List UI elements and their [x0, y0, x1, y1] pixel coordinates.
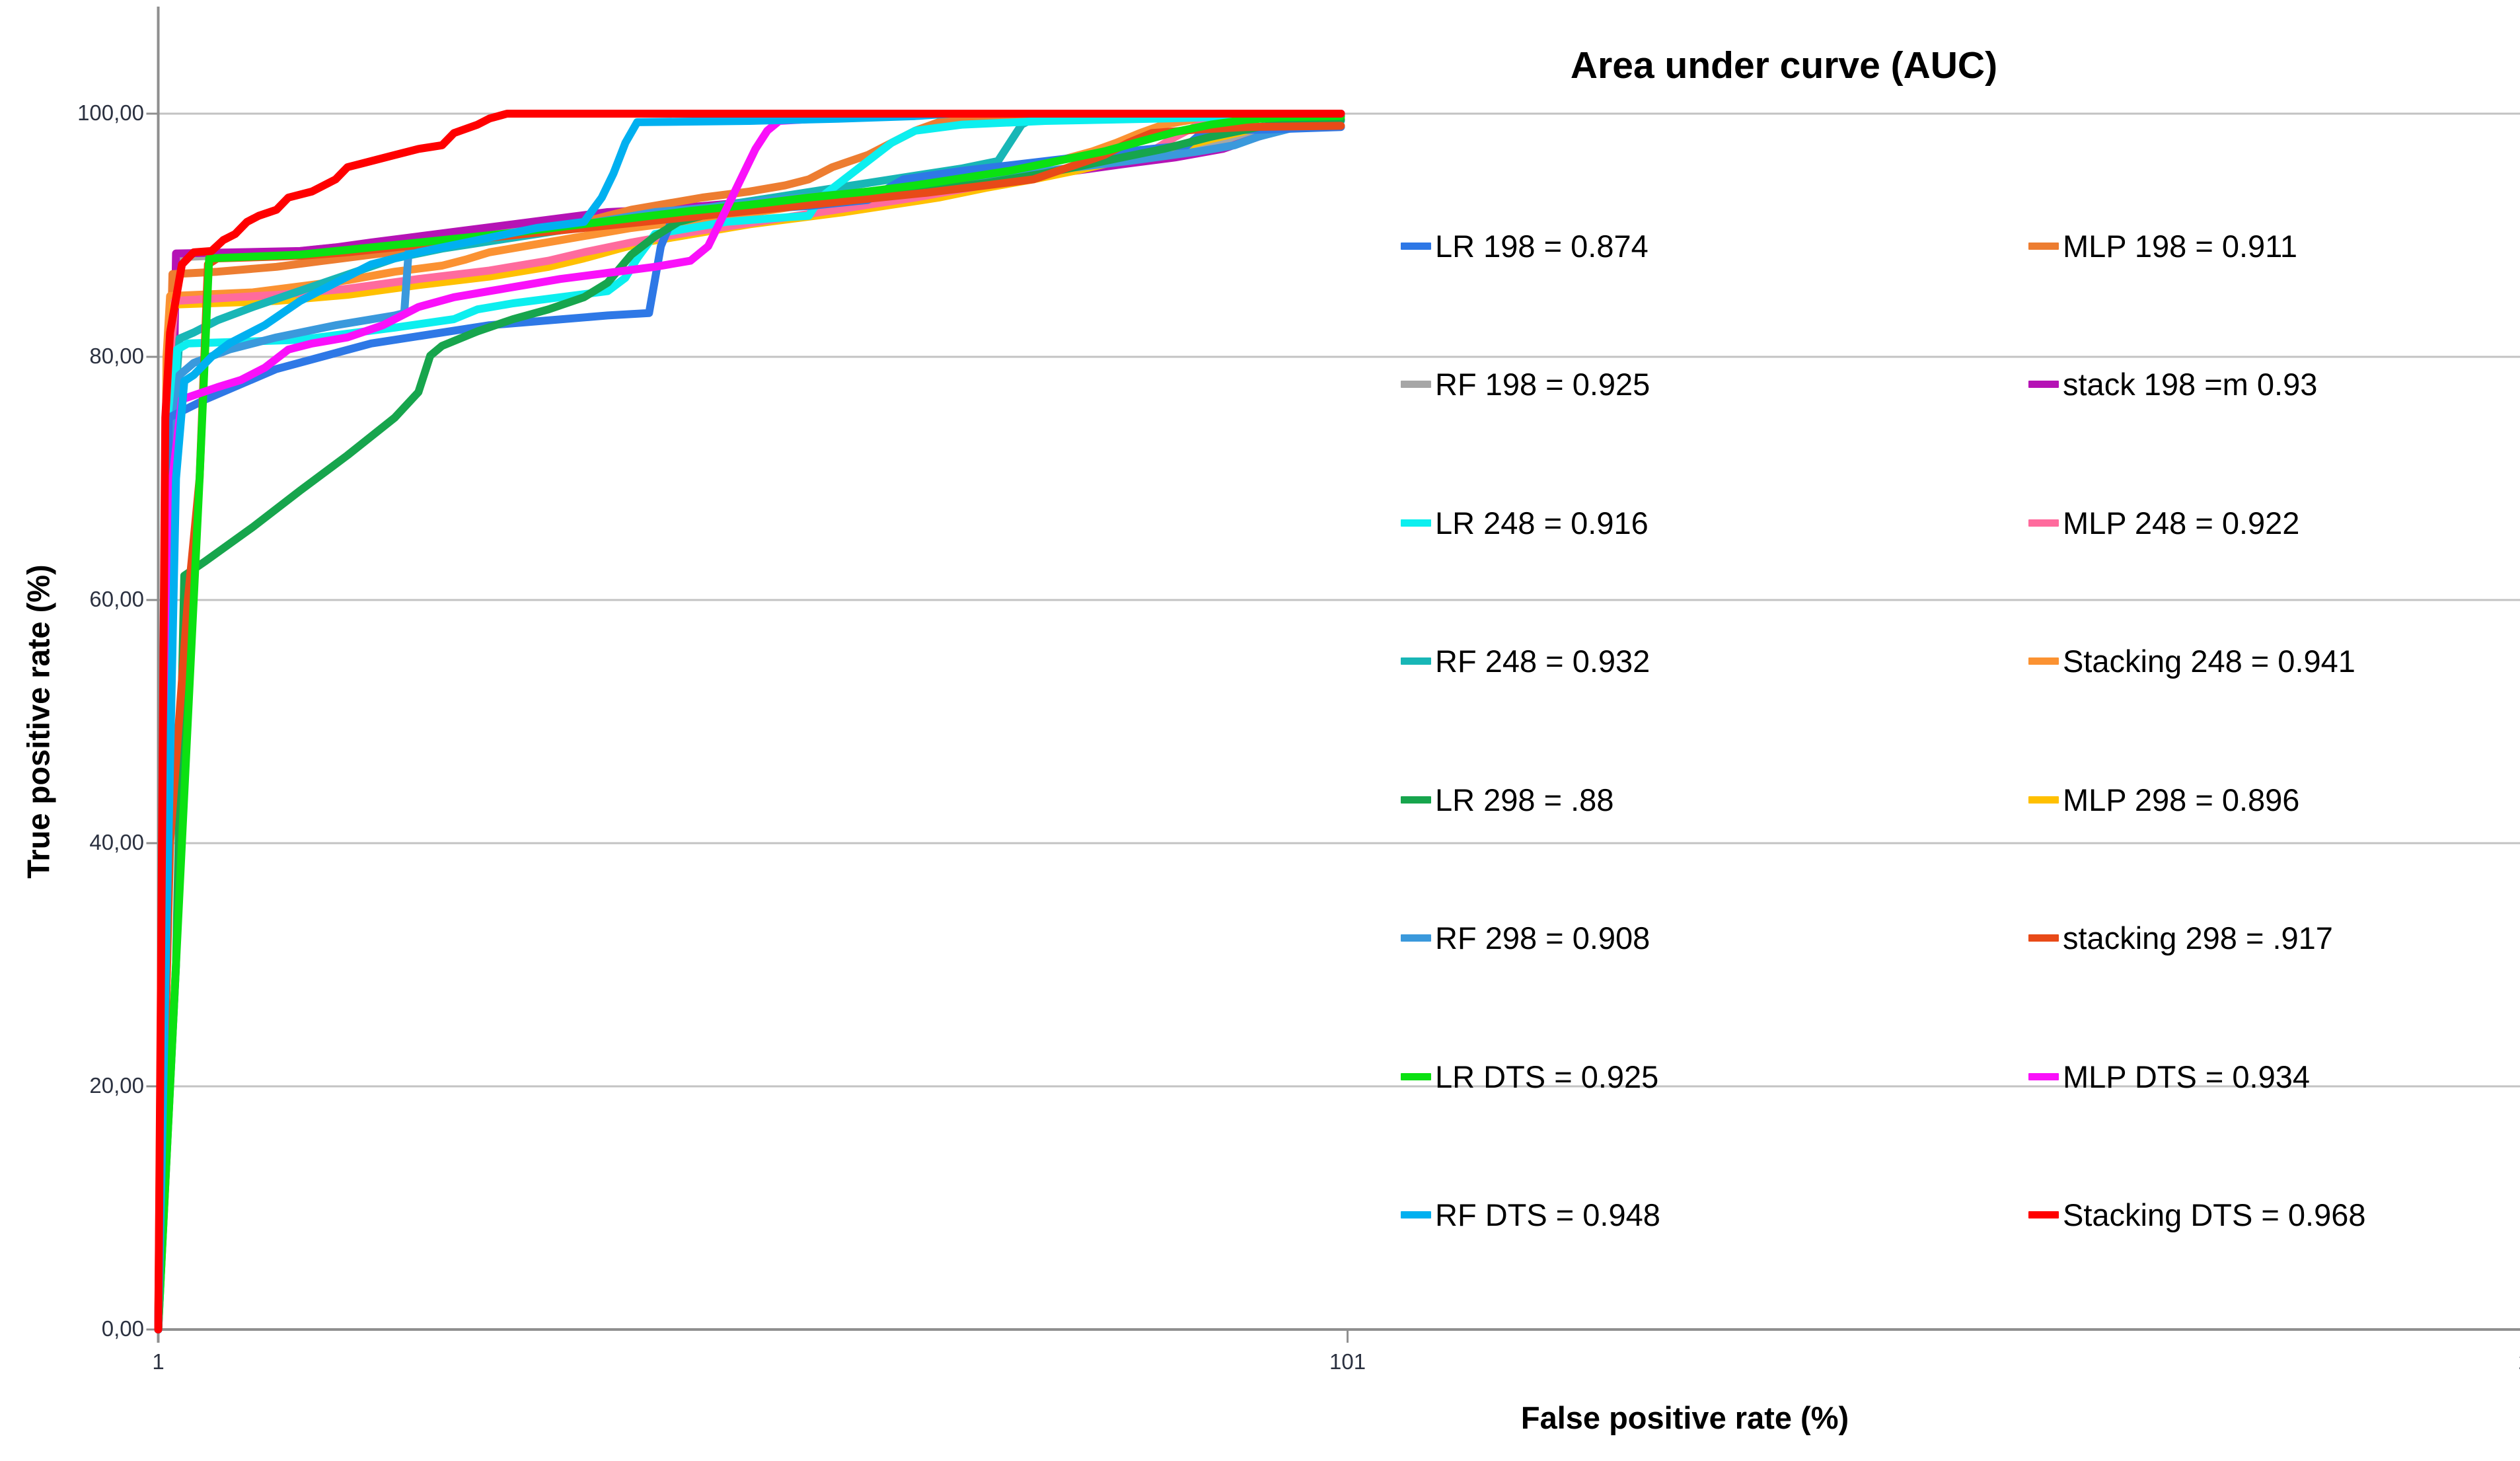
legend-item-lrdts: LR DTS = 0.925 [1401, 1010, 1995, 1143]
curve-lrdts [154, 112, 1345, 1333]
legend-item-stacking248: Stacking 248 = 0.941 [2028, 595, 2520, 728]
curve-rfdts [154, 110, 1345, 1333]
legend-label: RF 198 = 0.925 [1435, 367, 1650, 402]
legend-swatch-lr298 [1401, 796, 1431, 804]
y-tick-label: 60,00 [89, 587, 144, 611]
legend-row: LR 298 = .88 MLP 298 = 0.896 [1388, 733, 2520, 866]
curve-stackingdts [154, 110, 1345, 1333]
x-tick-label: 101 [1329, 1349, 1366, 1374]
curve-stacking298 [154, 122, 1345, 1333]
legend-row: RF 298 = 0.908 stacking 298 = .917 [1388, 872, 2520, 1004]
legend-label: MLP 248 = 0.922 [2063, 505, 2300, 541]
legend-swatch-mlpdts [2028, 1072, 2059, 1080]
legend-item-rfdts: RF DTS = 0.948 [1401, 1149, 1995, 1281]
legend-swatch-stacking248 [2028, 657, 2059, 665]
x-axis-title: False positive rate (%) [1520, 1400, 1849, 1435]
curve-mlpdts [154, 110, 1345, 1333]
legend-swatch-mlp198 [2028, 242, 2059, 250]
legend-label: LR 248 = 0.916 [1435, 505, 1649, 541]
curve-rf198 [154, 114, 1345, 1333]
legend-item-stacking298: stacking 298 = .917 [2028, 872, 2520, 1004]
legend-item-rf298: RF 298 = 0.908 [1401, 872, 1995, 1004]
legend-item-lr298: LR 298 = .88 [1401, 733, 1995, 866]
x-tick-label: 201 [2490, 1349, 2520, 1374]
legend-item-rf198: RF 198 = 0.925 [1401, 318, 1995, 451]
legend-swatch-lrdts [1401, 1072, 1431, 1080]
legend-label: RF 298 = 0.908 [1435, 920, 1650, 955]
y-tick-label: 100,00 [77, 100, 144, 125]
legend-label: MLP 198 = 0.911 [2063, 228, 2297, 264]
legend-label: RF 248 = 0.932 [1435, 644, 1650, 679]
legend-row: LR 198 = 0.874 MLP 198 = 0.911 [1388, 180, 2520, 312]
x-tick-label: 1 [152, 1349, 165, 1374]
legend-swatch-stacking298 [2028, 934, 2059, 942]
legend-label: stacking 298 = .917 [2063, 920, 2333, 955]
legend-label: MLP 298 = 0.896 [2063, 782, 2300, 817]
legend-swatch-stackingdts [2028, 1211, 2059, 1218]
legend-row: RF 248 = 0.932 Stacking 248 = 0.941 [1388, 595, 2520, 728]
legend-row: LR 248 = 0.916 MLP 248 = 0.922 [1388, 457, 2520, 589]
curve-lr298 [154, 116, 1345, 1333]
legend-swatch-mlp248 [2028, 519, 2059, 527]
legend-label: Stacking DTS = 0.968 [2063, 1197, 2366, 1232]
legend-swatch-lr248 [1401, 519, 1431, 527]
legend-label: MLP DTS = 0.934 [2063, 1059, 2311, 1094]
y-tick-label: 20,00 [89, 1073, 144, 1098]
legend-swatch-lr198 [1401, 242, 1431, 250]
legend-item-mlp298: MLP 298 = 0.896 [2028, 733, 2520, 866]
legend-row: RF DTS = 0.948 Stacking DTS = 0.968 [1388, 1149, 2520, 1281]
legend-row: LR DTS = 0.925 MLP DTS = 0.934 [1388, 1010, 2520, 1143]
legend-item-lr198: LR 198 = 0.874 [1401, 180, 1995, 312]
legend-label: LR 198 = 0.874 [1435, 228, 1649, 264]
legend-item-stackingdts: Stacking DTS = 0.968 [2028, 1149, 2520, 1281]
legend-item-stack198: stack 198 =m 0.93 [2028, 318, 2520, 451]
legend-item-rf248: RF 248 = 0.932 [1401, 595, 1995, 728]
legend-swatch-mlp298 [2028, 796, 2059, 804]
y-tick-label: 0,00 [101, 1316, 144, 1341]
legend-swatch-rfdts [1401, 1211, 1431, 1218]
legend-item-mlpdts: MLP DTS = 0.934 [2028, 1010, 2520, 1143]
chart-title: Area under curve (AUC) [1570, 44, 1998, 87]
legend-label: stack 198 =m 0.93 [2063, 367, 2318, 402]
legend-item-mlp198: MLP 198 = 0.911 [2028, 180, 2520, 312]
curve-mlp298 [154, 114, 1345, 1333]
legend-swatch-rf198 [1401, 381, 1431, 388]
curve-lr198 [154, 123, 1345, 1333]
y-tick-label: 40,00 [89, 830, 144, 854]
legend-item-mlp248: MLP 248 = 0.922 [2028, 457, 2520, 589]
legend-row: RF 198 = 0.925 stack 198 =m 0.93 [1388, 318, 2520, 451]
legend-item-lr248: LR 248 = 0.916 [1401, 457, 1995, 589]
legend-label: Stacking 248 = 0.941 [2063, 644, 2355, 679]
y-tick-label: 80,00 [89, 344, 144, 368]
legend-label: RF DTS = 0.948 [1435, 1197, 1660, 1232]
legend-swatch-rf248 [1401, 657, 1431, 665]
legend-swatch-stack198 [2028, 381, 2059, 388]
curve-rf298 [154, 117, 1345, 1333]
legend-swatch-rf298 [1401, 934, 1431, 942]
legend-label: LR 298 = .88 [1435, 782, 1614, 817]
legend-label: LR DTS = 0.925 [1435, 1059, 1659, 1094]
